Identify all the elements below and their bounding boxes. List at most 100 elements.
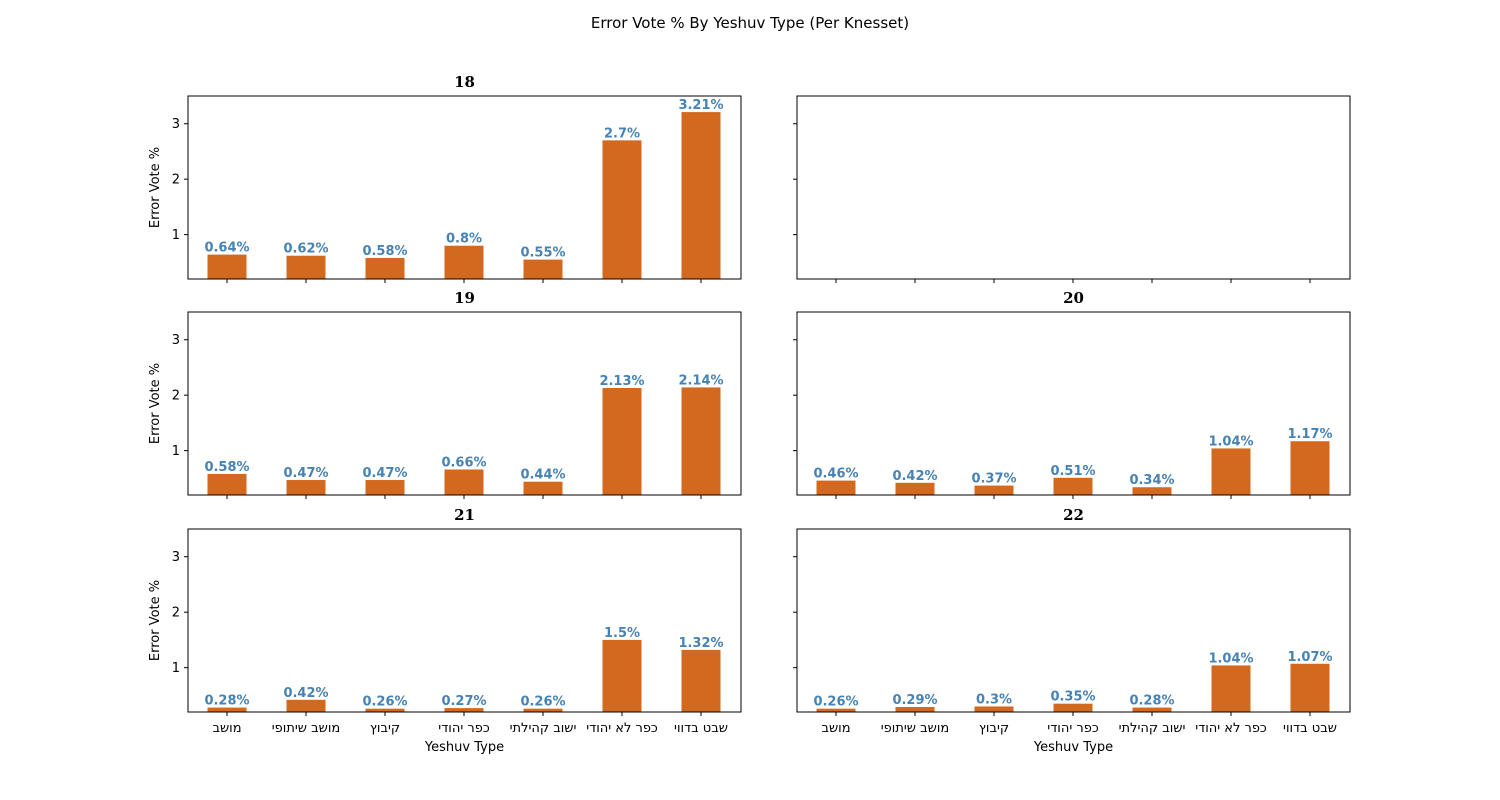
bar — [1053, 703, 1093, 712]
bar — [602, 140, 642, 279]
panel-title: 22 — [1063, 506, 1084, 524]
data-label: 1.5% — [604, 626, 640, 641]
bar — [1053, 477, 1093, 495]
panel-empty — [793, 95, 1351, 283]
bar — [1211, 448, 1251, 495]
bar — [523, 259, 563, 279]
y-tick-label: 1 — [172, 444, 180, 459]
bar — [1132, 487, 1172, 495]
bar — [816, 708, 856, 712]
data-label: 0.28% — [204, 694, 249, 709]
y-tick-label: 3 — [172, 333, 180, 348]
bar — [974, 485, 1014, 495]
bar — [681, 112, 721, 279]
data-label: 0.26% — [813, 695, 858, 710]
data-label: 0.35% — [1050, 690, 1095, 705]
data-label: 0.46% — [813, 467, 858, 482]
panel-21: 0.28%0.42%0.26% 0.27% 0.26%1.5%1.32%21123מ… — [148, 506, 742, 755]
data-label: 1.17% — [1287, 427, 1332, 442]
x-tick-label: כפר לא יהודי — [586, 721, 658, 736]
data-label: 0.47% — [283, 466, 328, 481]
data-label: 1.32% — [678, 636, 723, 651]
y-tick-label: 2 — [172, 173, 180, 188]
x-tick-label: מושב — [821, 721, 850, 736]
panel-title: 18 — [454, 73, 475, 91]
bar — [444, 245, 484, 279]
x-tick-label: כפר לא יהודי — [1195, 721, 1267, 736]
data-label: 0.55% — [520, 246, 565, 261]
y-tick-label: 3 — [172, 550, 180, 565]
y-axis-label: Error Vote % — [148, 147, 163, 228]
x-axis-label: Yeshuv Type — [1033, 740, 1113, 755]
data-label: 0.64% — [204, 241, 249, 256]
panel-title: 19 — [454, 289, 475, 307]
bar — [365, 480, 405, 495]
bar — [444, 469, 484, 495]
data-label: 0.26% — [362, 695, 407, 710]
x-axis-label: Yeshuv Type — [424, 740, 504, 755]
panel-18: 0.64% 0.62% 0.58% 0.8% 0.55% 2.7% 3.21% 18 1 2 3 Er… — [148, 73, 742, 283]
bar — [1132, 707, 1172, 712]
data-label: 0.29% — [892, 693, 937, 708]
data-label: 2.7% — [604, 126, 640, 141]
bar — [602, 387, 642, 495]
x-tick-label: מושב שיתופי — [272, 721, 340, 736]
bar — [207, 254, 247, 279]
x-tick-label: קיבוץ — [370, 721, 400, 736]
data-label: 0.27% — [441, 694, 486, 709]
y-tick-label: 2 — [172, 389, 180, 404]
data-label: 0.8% — [446, 232, 482, 247]
data-label: 0.28% — [1129, 694, 1174, 709]
x-tick-label: כפר יהודי — [1047, 721, 1099, 736]
x-tick-label: שבט בדווי — [1283, 721, 1337, 736]
bar — [286, 699, 326, 712]
data-label: 0.44% — [520, 468, 565, 483]
panel-19: 0.58% 0.47% 0.47% 0.66% 0.44% 2.13% 2.14% 19 1 2 3… — [148, 289, 742, 499]
data-label: 1.07% — [1287, 650, 1332, 665]
bar — [207, 707, 247, 712]
y-tick-label: 2 — [172, 606, 180, 621]
axes-frame — [796, 528, 1351, 713]
bar — [974, 706, 1014, 712]
y-axis-label: Error Vote % — [148, 580, 163, 661]
chart-title: Error Vote % By Yeshuv Type (Per Knesset… — [591, 14, 909, 32]
data-label: 0.58% — [362, 244, 407, 259]
data-label: 0.66% — [441, 455, 486, 470]
axes-frame — [796, 95, 1351, 280]
panel-20: 0.46% 0.42% 0.37% 0.51% 0.34% 1.04% 1.17% 20 — [793, 289, 1351, 499]
data-label: 2.13% — [599, 374, 644, 389]
bar — [895, 707, 935, 712]
data-label: 0.58% — [204, 460, 249, 475]
x-tick-label: ישוב קהילתי — [1119, 721, 1186, 736]
bar — [1211, 665, 1251, 712]
x-tick-label: כפר יהודי — [438, 721, 490, 736]
bar — [681, 387, 721, 495]
bar — [602, 639, 642, 712]
bar — [1290, 663, 1330, 712]
x-tick-label: ישוב קהילתי — [510, 721, 577, 736]
panel-title: 21 — [454, 506, 475, 524]
data-label: 1.04% — [1208, 434, 1253, 449]
x-tick-label: שבט בדווי — [674, 721, 728, 736]
data-label: 1.04% — [1208, 651, 1253, 666]
bar — [207, 473, 247, 495]
y-tick-label: 3 — [172, 117, 180, 132]
bar — [523, 708, 563, 712]
bar — [286, 480, 326, 495]
bar — [895, 482, 935, 495]
data-label: 3.21% — [678, 98, 723, 113]
bar — [681, 649, 721, 712]
y-tick-label: 1 — [172, 228, 180, 243]
axes-frame — [187, 528, 742, 713]
data-label: 0.26% — [520, 695, 565, 710]
data-label: 0.3% — [976, 692, 1012, 707]
y-axis-label: Error Vote % — [148, 363, 163, 444]
data-label: 0.42% — [892, 469, 937, 484]
x-tick-label: קיבוץ — [979, 721, 1009, 736]
x-tick-label: מושב — [212, 721, 241, 736]
panel-22: 0.26% 0.29% 0.3% 0.35% 0.28% 1.04% 1.07% 22 מושב… — [793, 506, 1351, 755]
bar — [523, 481, 563, 495]
data-label: 0.51% — [1050, 464, 1095, 479]
data-label: 0.42% — [283, 686, 328, 701]
